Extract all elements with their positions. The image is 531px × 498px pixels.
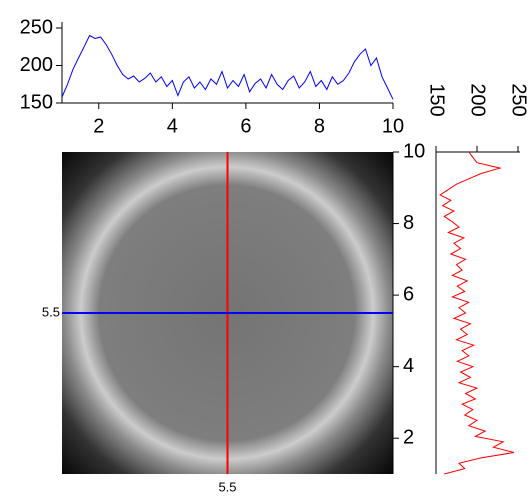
y-tick-label: 8 [403, 212, 414, 234]
crosshair-y-label: 5.5 [42, 304, 60, 319]
profile-line [61, 34, 394, 100]
y-tick-label: 6 [403, 283, 414, 305]
crosshair-x-label: 5.5 [218, 479, 236, 494]
y-tick-label: 10 [403, 140, 425, 162]
profile-line [439, 151, 515, 475]
y-tick-label: 250 [20, 16, 53, 38]
x-tick-label: 4 [167, 115, 178, 137]
x-tick-label: 200 [467, 83, 489, 116]
x-tick-label: 2 [93, 115, 104, 137]
y-tick-label: 2 [403, 427, 414, 449]
x-tick-label: 8 [314, 115, 325, 137]
x-tick-label: 250 [508, 83, 530, 116]
y-tick-label: 150 [20, 91, 53, 113]
y-tick-label: 200 [20, 54, 53, 76]
x-tick-label: 6 [240, 115, 251, 137]
x-tick-label: 10 [382, 115, 404, 137]
y-tick-label: 4 [403, 355, 414, 377]
x-tick-label: 150 [426, 83, 448, 116]
